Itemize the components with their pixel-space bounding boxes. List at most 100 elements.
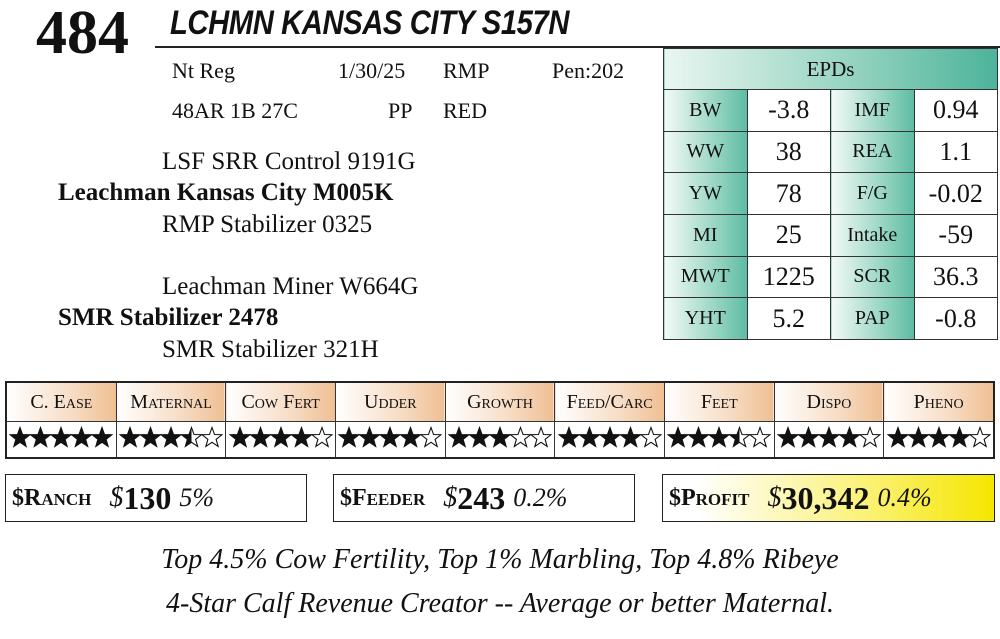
star-fill: [10, 427, 31, 447]
ratings-table: C. Ease Maternal Cow Fert Udder Growth Feed/C…: [5, 381, 995, 459]
rating-header: Dispo: [773, 381, 885, 422]
index-label: $Feeder: [340, 484, 426, 511]
epd-header-row: EPDs: [663, 48, 998, 90]
pedigree-dam: SMR Stabilizer 2478: [58, 304, 279, 331]
index-value: 130: [123, 479, 172, 516]
star-outline: [529, 425, 553, 448]
star-fill: [908, 427, 929, 447]
rating-header: Pheno: [883, 381, 995, 422]
rule: [155, 46, 1000, 48]
star-fill: [140, 427, 161, 447]
star-outline: [968, 425, 992, 448]
star-rating: [118, 425, 224, 448]
epd-trait: SCR: [830, 255, 915, 299]
epd-value: 5.2: [746, 297, 831, 340]
ratings-star-row: [5, 421, 995, 459]
star-fill: [400, 427, 421, 447]
epd-trait: PAP: [830, 297, 915, 340]
star-rating: [666, 425, 772, 448]
index-value: 243: [457, 479, 506, 516]
star-fill: [668, 427, 689, 447]
star-fill: [448, 427, 469, 447]
info: 1/30/25: [338, 58, 406, 83]
star-fill: [839, 427, 860, 447]
star-outline: [310, 425, 334, 448]
epd-trait: WW: [663, 130, 748, 174]
epd-trait: MWT: [663, 255, 748, 299]
epd-row: BW -3.8 IMF 0.94: [663, 89, 998, 132]
star-fill: [777, 427, 798, 447]
pedigree: RMP Stabilizer 0325: [162, 211, 373, 238]
star-fill: [729, 427, 740, 447]
rating-header: Cow Fert: [225, 381, 336, 422]
pedigree: LSF SRR Control 9191G: [162, 148, 416, 175]
star-fill: [92, 427, 113, 447]
index-percentile: 5%: [179, 483, 215, 512]
epd-trait: Intake: [830, 213, 915, 257]
star-fill: [620, 427, 641, 447]
rating-cell: [444, 421, 556, 459]
star-fill: [160, 427, 181, 447]
star-fill: [949, 427, 970, 447]
star-fill: [798, 427, 819, 447]
rating-header: Udder: [334, 381, 446, 422]
star-outline: [508, 425, 532, 448]
epd-title: EPDs: [663, 48, 998, 90]
info: Pen:202: [552, 58, 625, 83]
star-fill: [291, 427, 312, 447]
star-rating: [776, 425, 882, 448]
epd-value: 38: [746, 130, 831, 174]
epd-value: 25: [746, 213, 831, 257]
star-rating: [228, 425, 334, 448]
star-rating: [886, 425, 992, 448]
rating-header: Feet: [663, 381, 775, 422]
epd-trait: F/G: [830, 172, 915, 215]
epd-value: 0.94: [913, 89, 998, 132]
star-fill: [558, 427, 579, 447]
epd-trait: IMF: [830, 89, 915, 132]
star-rating: [447, 425, 553, 448]
info: RED: [443, 98, 487, 123]
ratings-header-row: C. Ease Maternal Cow Fert Udder Growth Feed/C…: [5, 381, 995, 422]
epd-table: EPDs BW -3.8 IMF 0.94 WW 38 REA 1.1 YW 78 F/G -0.02 M…: [663, 48, 998, 340]
epd-trait: BW: [663, 89, 748, 132]
epd-trait: YHT: [663, 297, 748, 340]
star-outline: [858, 425, 882, 448]
epd-trait: MI: [663, 213, 748, 257]
epd-row: YHT 5.2 PAP -0.8: [663, 297, 998, 340]
star-fill: [229, 427, 250, 447]
star-fill: [887, 427, 908, 447]
rating-cell: [5, 421, 117, 459]
star-fill: [30, 427, 51, 447]
star-fill: [688, 427, 709, 447]
rating-cell: [663, 421, 775, 459]
star-rating: [337, 425, 443, 448]
star-fill: [181, 427, 192, 447]
star-rating: [557, 425, 663, 448]
rating-header: Maternal: [115, 381, 227, 422]
star-fill: [709, 427, 730, 447]
info: 48AR 1B 27C: [172, 98, 298, 123]
star-fill: [270, 427, 291, 447]
pedigree: SMR Stabilizer 321H: [162, 336, 379, 363]
pedigree-sire: Leachman Kansas City M005K: [58, 179, 394, 206]
pedigree: Leachman Miner W664G: [162, 273, 419, 300]
lot-number: 484: [36, 0, 129, 67]
epd-row: MI 25 Intake -59: [663, 213, 998, 257]
star-fill: [119, 427, 140, 447]
index-label: $Profit: [669, 484, 750, 511]
rating-cell: [883, 421, 995, 459]
epd-value: 1.1: [913, 130, 998, 174]
rating-header: C. Ease: [5, 381, 117, 422]
star-fill: [250, 427, 271, 447]
star-rating: [8, 425, 114, 448]
star-fill: [818, 427, 839, 447]
star-fill: [71, 427, 92, 447]
rating-cell: [225, 421, 336, 459]
rating-cell: [554, 421, 665, 459]
epd-value: -0.02: [913, 172, 998, 215]
info: Nt Reg: [172, 58, 235, 83]
animal-name: LCHMN KANSAS CITY S157N: [170, 4, 569, 42]
index-value: 30,342: [781, 479, 870, 516]
